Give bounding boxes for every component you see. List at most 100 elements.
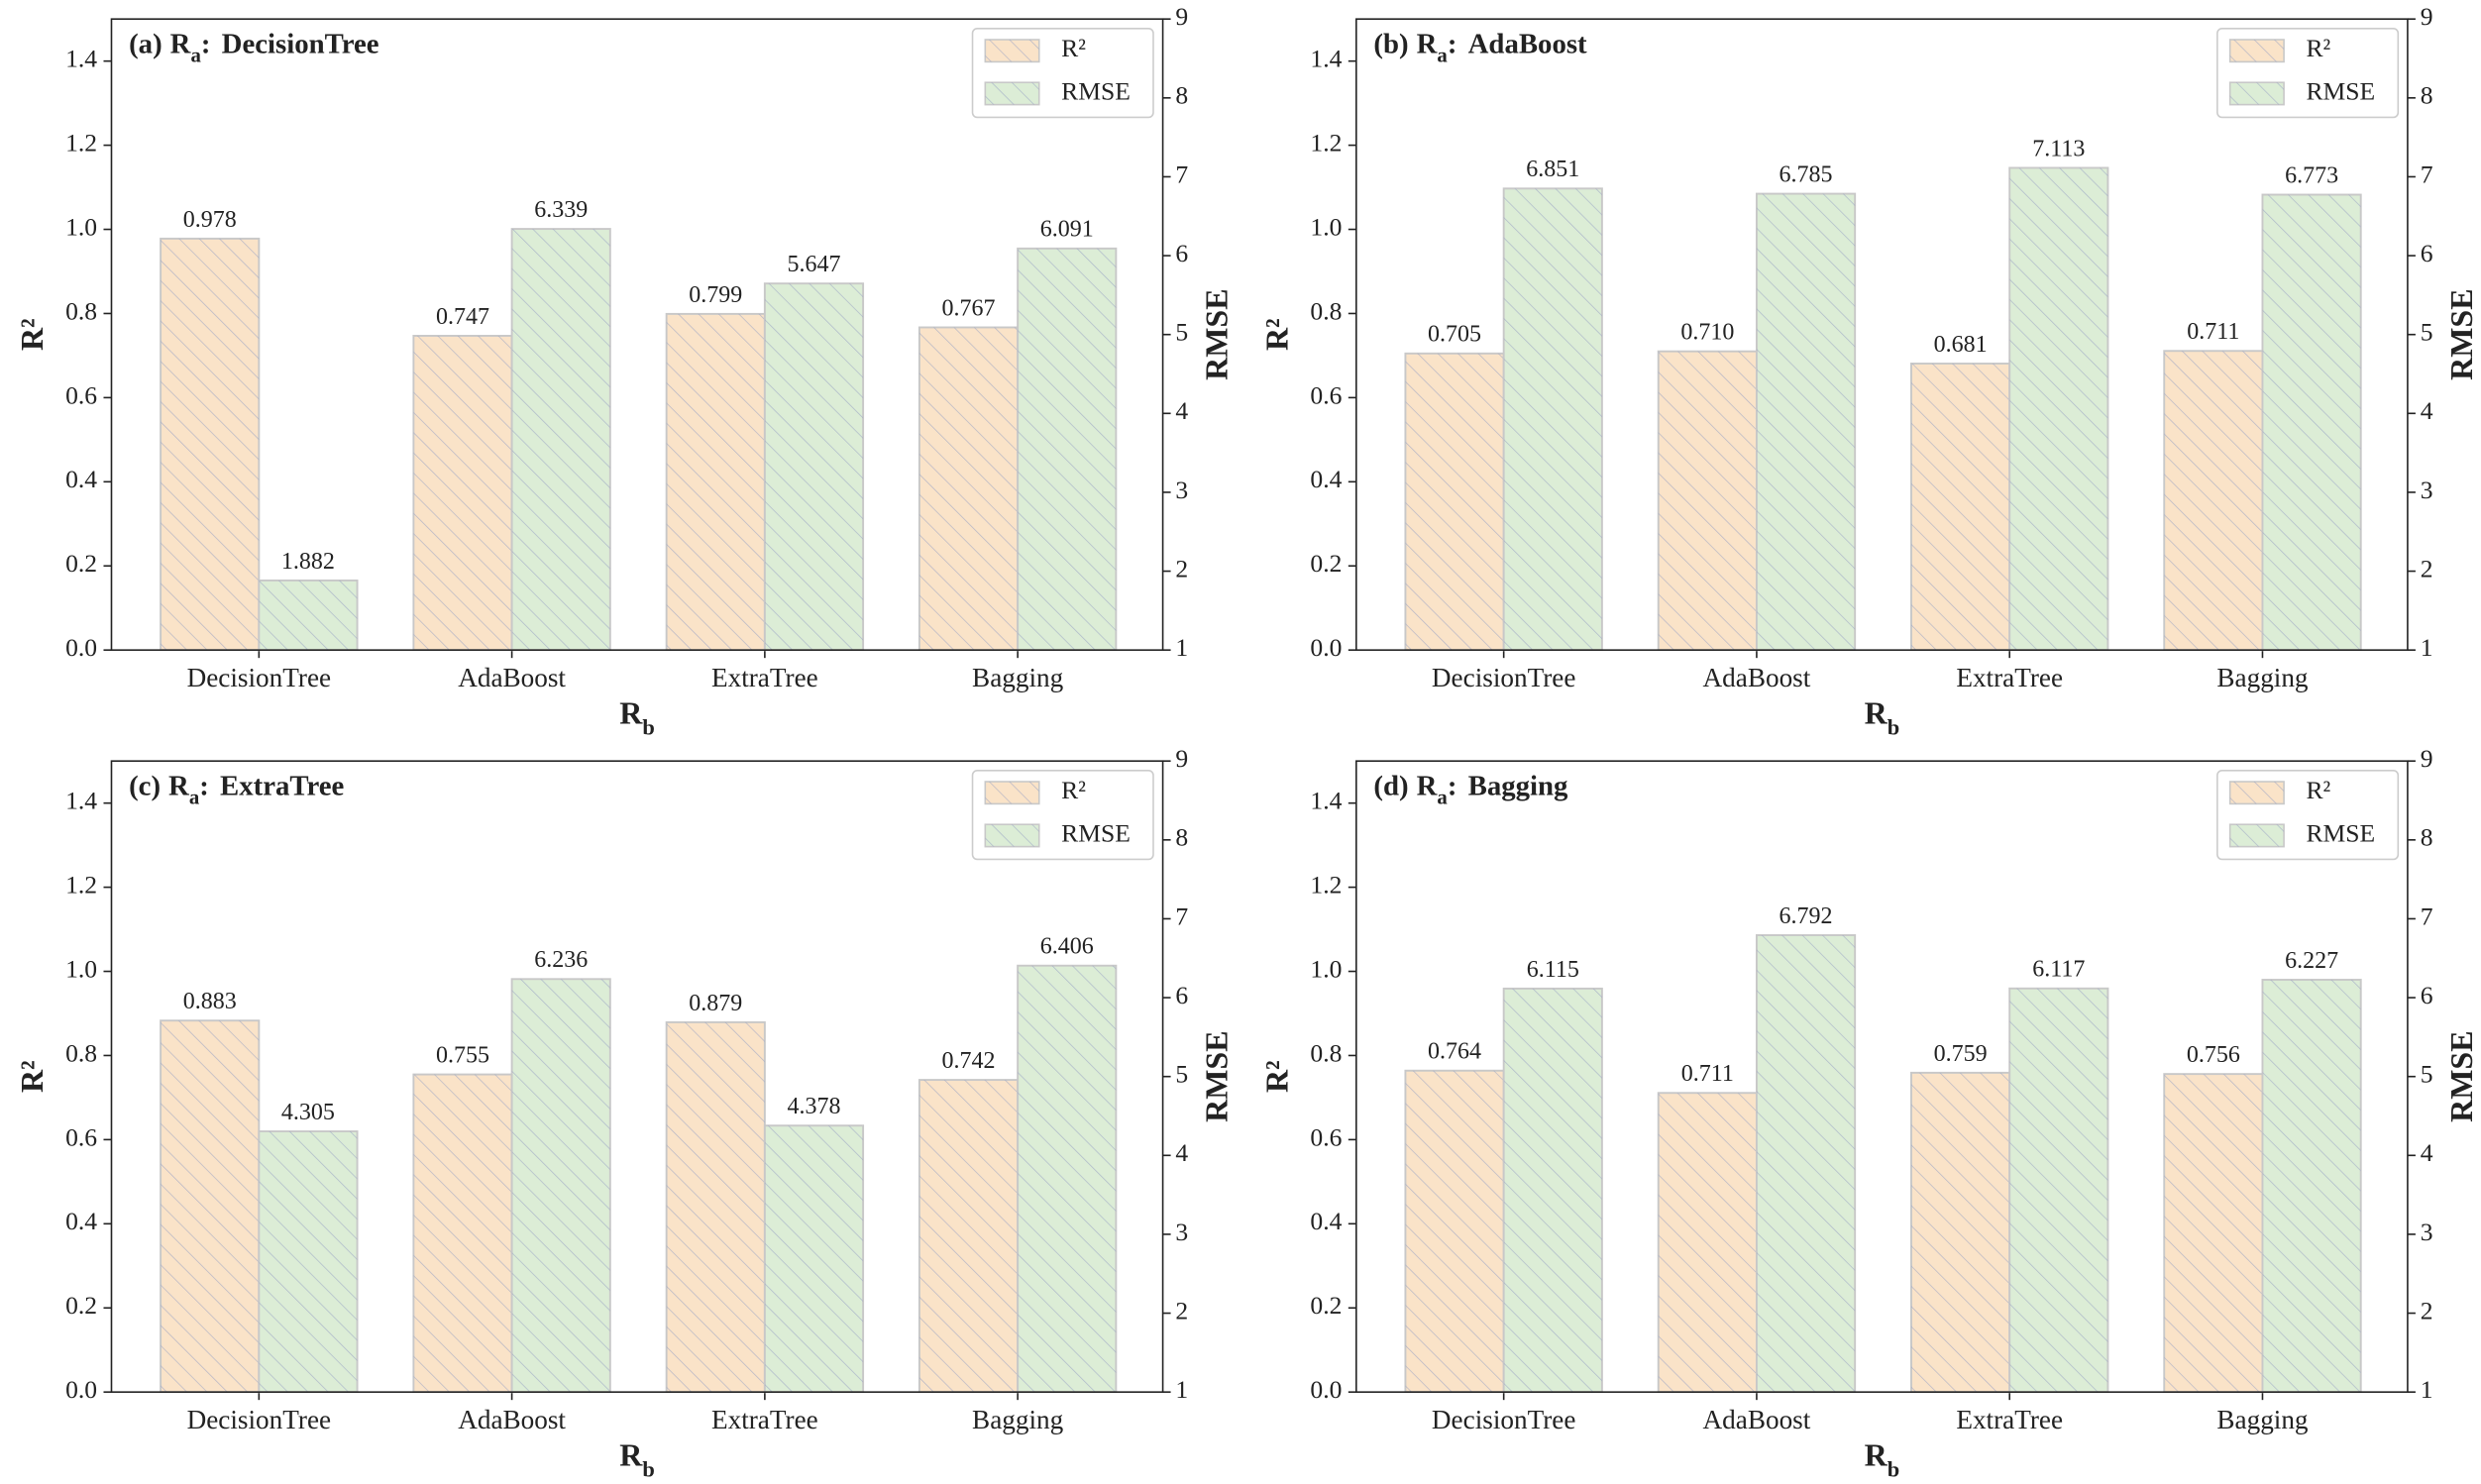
y-tick-label: 0.2 [1310, 549, 1342, 578]
y2-tick-label: 3 [1175, 1218, 1188, 1246]
value-label: 6.785 [1780, 161, 1833, 187]
y-tick-label: 0.6 [65, 1122, 97, 1151]
title-part: DecisionTree [222, 28, 379, 59]
y2-tick-label: 5 [1175, 318, 1188, 347]
y-tick-label: 0.6 [1310, 380, 1342, 409]
value-label: 0.883 [183, 989, 237, 1014]
bar-hatch [259, 580, 358, 651]
title-part: a [190, 45, 201, 67]
x-tick-label: DecisionTree [187, 663, 331, 692]
bar-hatch [1756, 935, 1856, 1393]
y2-tick-label: 7 [2421, 901, 2433, 930]
title-part: : [1448, 28, 1457, 59]
bar-group [1502, 987, 1603, 1394]
value-label: 0.978 [183, 207, 237, 233]
y2-tick-label: 1 [1175, 1375, 1188, 1404]
bar-group [1404, 352, 1505, 652]
bar-group [1657, 350, 1758, 652]
value-label: 4.305 [281, 1100, 335, 1125]
bar-hatch [2009, 167, 2108, 651]
x-axis-label-sub: b [642, 1456, 654, 1481]
y2-tick-label: 3 [2421, 1218, 2433, 1246]
y-axis-label: R² [1258, 1060, 1294, 1093]
y-tick-label: 1.0 [1310, 954, 1342, 983]
y-tick-label: 0.0 [1310, 1375, 1342, 1404]
panel-title: (c) Ra: ExtraTree [129, 770, 344, 809]
bar-hatch [161, 238, 260, 651]
bar-hatch [666, 313, 765, 651]
bar-group [1404, 1069, 1505, 1394]
plot-frame [110, 18, 1164, 651]
value-label: 6.091 [1040, 217, 1094, 243]
y2-tick-label: 3 [1175, 476, 1188, 504]
bar-hatch [918, 327, 1019, 651]
title-part: : [201, 28, 211, 59]
title-part: : [199, 770, 209, 801]
legend-label: RMSE [2306, 818, 2375, 847]
y-tick-label: 0.4 [65, 1207, 97, 1235]
x-axis-label-sub: b [1888, 1456, 1899, 1481]
bar-group [510, 228, 611, 652]
plot-frame [1355, 18, 2409, 651]
bar-hatch [1018, 248, 1117, 651]
legend-label: R² [2306, 776, 2330, 804]
value-label: 6.236 [534, 947, 588, 973]
y-tick-label: 0.6 [65, 380, 97, 409]
bar-hatch [2262, 194, 2361, 651]
y2-tick-label: 6 [2421, 239, 2433, 267]
y-tick-label: 1.4 [65, 45, 97, 73]
x-axis-label-sub: b [642, 714, 654, 739]
y-axis-label: R² [14, 318, 50, 351]
value-label: 0.767 [942, 295, 996, 321]
title-part: ExtraTree [220, 770, 344, 801]
y2-axis-label: RMSE [1199, 288, 1235, 379]
bar-group [1657, 1092, 1758, 1394]
value-label: 0.705 [1428, 322, 1481, 348]
x-tick-label: DecisionTree [187, 1405, 331, 1434]
bar-hatch [1910, 1072, 2010, 1393]
y-tick-label: 0.4 [1310, 465, 1342, 493]
value-label: 4.378 [787, 1094, 840, 1119]
bar-hatch [1503, 988, 1602, 1393]
value-label: 6.117 [2032, 957, 2085, 983]
y-tick-label: 1.4 [1310, 45, 1342, 73]
bar-hatch [918, 1080, 1019, 1393]
value-label: 6.792 [1780, 903, 1833, 929]
value-label: 6.851 [1526, 157, 1579, 182]
x-axis-label: Rb [1865, 695, 1900, 739]
legend-swatch-hatch [985, 824, 1039, 847]
legend-swatch-hatch [2229, 782, 2285, 804]
bar-group [1755, 934, 1857, 1394]
title-part: R [1417, 770, 1439, 801]
y-tick-label: 1.2 [1310, 870, 1342, 899]
value-label: 0.879 [689, 991, 742, 1016]
chart-panel: 0.0 0.2 0.4 0.6 0.8 1.0 1.2 1.4 1 2 3 4 5 6 7 8 9 Decisio… [1258, 744, 2479, 1481]
y-tick-label: 0.0 [65, 633, 97, 662]
bar-group [665, 312, 766, 652]
legend-label: R² [1061, 776, 1086, 804]
title-part: a [1437, 787, 1448, 809]
plot-frame [1355, 760, 2409, 1393]
chart-panel: 0.0 0.2 0.4 0.6 0.8 1.0 1.2 1.4 1 2 3 4 5 6 7 8 9 Decisio… [14, 744, 1235, 1481]
y2-tick-label: 2 [1175, 554, 1188, 583]
bar-hatch [1658, 351, 1757, 651]
bar-group [258, 579, 359, 652]
chart-panel: 0.0 0.2 0.4 0.6 0.8 1.0 1.2 1.4 1 2 3 4 5 6 7 8 9 Decisio… [1258, 2, 2479, 739]
title-part: a [1437, 45, 1448, 67]
legend-label: RMSE [1061, 76, 1131, 105]
bar-group [763, 1124, 865, 1394]
y2-tick-label: 9 [2421, 2, 2433, 31]
bar-group [2008, 987, 2109, 1394]
x-tick-label: ExtraTree [1956, 663, 2063, 692]
x-tick-label: AdaBoost [458, 1405, 566, 1434]
y2-tick-label: 8 [1175, 823, 1188, 852]
legend-swatch-hatch [2229, 82, 2285, 105]
y2-tick-label: 5 [1175, 1060, 1188, 1089]
legend-label: RMSE [1061, 818, 1131, 847]
plot-frame [110, 760, 1164, 1393]
bar-group [412, 335, 513, 652]
legend-swatch-hatch [2229, 824, 2285, 847]
title-part: a [189, 787, 200, 809]
bar-hatch [259, 1131, 358, 1393]
bar-group [763, 282, 865, 652]
